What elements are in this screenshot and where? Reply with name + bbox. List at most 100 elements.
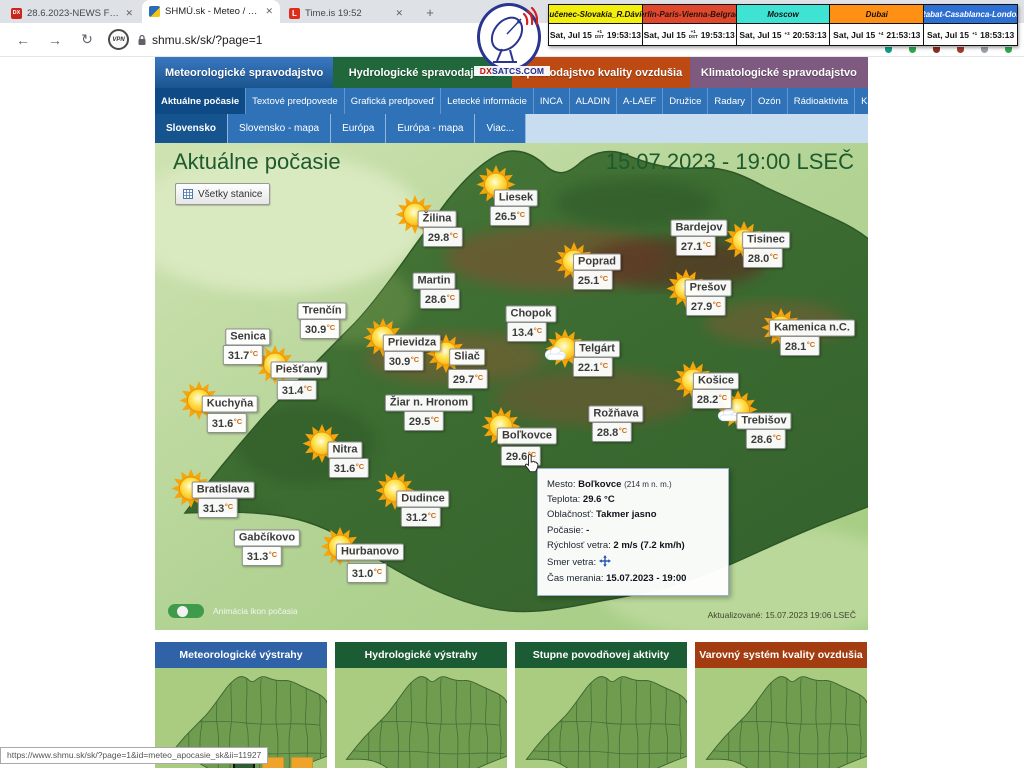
tab-close-icon[interactable]: ✕ (125, 7, 133, 18)
station-temperature[interactable]: 22.1°C (572, 357, 614, 377)
station-name[interactable]: Piešťany (270, 361, 328, 379)
sub-tab-4[interactable]: Letecké informácie (441, 88, 534, 114)
extension-icon[interactable] (933, 47, 940, 53)
extension-icon[interactable] (1005, 47, 1012, 53)
station-name[interactable]: Chopok (505, 305, 557, 323)
station-temperature[interactable]: 28.6°C (419, 289, 461, 309)
station-temperature[interactable]: 31.4°C (276, 380, 318, 400)
reload-icon[interactable]: ↻ (81, 31, 93, 47)
station-temperature[interactable]: 28.8°C (591, 422, 633, 442)
panel-map-preview[interactable] (515, 668, 687, 768)
station-temperature[interactable]: 13.4°C (506, 322, 548, 342)
station-temperature[interactable]: 28.6°C (745, 429, 787, 449)
sub-tab-7[interactable]: A-LAEF (617, 88, 664, 114)
station-temperature[interactable]: 31.3°C (241, 546, 283, 566)
sub-tab-11[interactable]: Rádioaktivita (788, 88, 856, 114)
main-tab-2[interactable]: Hydrologické spravodajstvo (333, 57, 512, 88)
station-name[interactable]: Bardejov (670, 219, 728, 237)
main-tab-4[interactable]: Klimatologické spravodajstvo (689, 57, 868, 88)
station-name[interactable]: Žilina (417, 210, 457, 228)
warning-panel-2[interactable]: Hydrologické výstrahy (335, 642, 507, 768)
sub-tab-8[interactable]: Družice (663, 88, 709, 114)
station-temperature[interactable]: 26.5°C (489, 206, 531, 226)
station-name[interactable]: Liesek (493, 189, 539, 207)
weather-map[interactable]: Aktuálne počasie 15.07.2023 - 19:00 LSEČ… (155, 143, 868, 630)
station-name[interactable]: Kuchyňa (201, 395, 259, 413)
sub-tab-6[interactable]: ALADIN (570, 88, 617, 114)
station-temperature[interactable]: 31.2°C (400, 507, 442, 527)
station-name[interactable]: Košice (692, 372, 740, 390)
warning-panel-4[interactable]: Varovný systém kvality ovzdušia (695, 642, 867, 768)
station-temperature[interactable]: 27.9°C (685, 296, 727, 316)
station-temperature[interactable]: 31.6°C (206, 413, 248, 433)
station-temperature[interactable]: 29.7°C (447, 369, 489, 389)
station-name[interactable]: Martin (412, 272, 456, 290)
panel-map-preview[interactable] (335, 668, 507, 768)
station-name[interactable]: Sliač (449, 348, 485, 366)
station-temperature[interactable]: 28.1°C (779, 336, 821, 356)
station-temperature[interactable]: 27.1°C (675, 236, 717, 256)
all-stations-button[interactable]: Všetky stanice (175, 183, 271, 205)
panel-header[interactable]: Stupne povodňovej aktivity (515, 642, 687, 668)
browser-tab[interactable]: SHMÚ.sk - Meteo / Počasie / Hydrol ✕ (142, 0, 280, 23)
station-name[interactable]: Trenčín (297, 302, 347, 320)
panel-header[interactable]: Hydrologické výstrahy (335, 642, 507, 668)
station-name[interactable]: Senica (225, 328, 271, 346)
sub-tab-3[interactable]: Grafická predpoveď (345, 88, 442, 114)
station-temperature[interactable]: 28.2°C (691, 389, 733, 409)
station-name[interactable]: Rožňava (588, 405, 644, 423)
station-temperature[interactable]: 30.9°C (383, 351, 425, 371)
warning-panel-3[interactable]: Stupne povodňovej aktivity (515, 642, 687, 768)
region-tab-1[interactable]: Slovensko (155, 114, 229, 143)
sub-tab-2[interactable]: Textové predpovede (246, 88, 345, 114)
browser-tab[interactable]: L Time.is 19:52 ✕ (282, 3, 410, 23)
sub-tab-12[interactable]: Kamery (855, 88, 868, 114)
main-tab-1[interactable]: Meteorologické spravodajstvo (155, 57, 334, 88)
extension-icon[interactable] (885, 47, 892, 53)
region-tab-4[interactable]: Európa - mapa (386, 114, 476, 143)
station-temperature[interactable]: 30.9°C (299, 319, 341, 339)
station-name[interactable]: Dudince (396, 490, 450, 508)
station-temperature[interactable]: 31.0°C (346, 563, 388, 583)
station-temperature[interactable]: 31.7°C (222, 345, 264, 365)
station-temperature[interactable]: 25.1°C (572, 270, 614, 290)
region-tab-5[interactable]: Viac... (475, 114, 527, 143)
station-name[interactable]: Kamenica n.C. (769, 319, 855, 337)
station-temperature[interactable]: 31.6°C (328, 458, 370, 478)
animation-toggle[interactable] (168, 604, 204, 618)
station-temperature[interactable]: 29.5°C (403, 411, 445, 431)
station-name[interactable]: Prievidza (382, 334, 442, 352)
station-temperature[interactable]: 31.3°C (197, 498, 239, 518)
sub-tab-5[interactable]: INCA (534, 88, 570, 114)
sub-tab-9[interactable]: Radary (708, 88, 753, 114)
station-name[interactable]: Prešov (684, 279, 732, 297)
panel-map-preview[interactable] (695, 668, 867, 768)
station-name[interactable]: Telgárt (574, 340, 620, 358)
panel-header[interactable]: Varovný systém kvality ovzdušia (695, 642, 867, 668)
extension-icon[interactable] (957, 47, 964, 53)
new-tab-button[interactable]: + (426, 4, 434, 20)
forward-icon[interactable]: → (48, 31, 62, 48)
station-name[interactable]: Hurbanovo (335, 543, 405, 561)
profile-icon[interactable] (981, 47, 988, 53)
station-name[interactable]: Nitra (327, 441, 363, 459)
station-name[interactable]: Gabčíkovo (233, 529, 301, 547)
address-bar[interactable]: shmu.sk/sk/?page=1 (137, 33, 262, 47)
station-temperature[interactable]: 29.8°C (422, 227, 464, 247)
region-tab-3[interactable]: Európa (331, 114, 387, 143)
station-name[interactable]: Trebišov (736, 412, 792, 430)
station-temperature[interactable]: 28.0°C (742, 248, 784, 268)
back-icon[interactable]: ← (16, 31, 30, 48)
station-name[interactable]: Boľkovce (496, 427, 558, 445)
browser-tab[interactable]: DX 28.6.2023-NEWS FLASH/16APSK M... ✕ (4, 3, 140, 23)
station-name[interactable]: Tisinec (742, 231, 790, 249)
url-text[interactable]: shmu.sk/sk/?page=1 (152, 32, 263, 47)
sub-tab-1[interactable]: Aktuálne počasie (155, 88, 247, 114)
sub-tab-10[interactable]: Ozón (752, 88, 788, 114)
station-name[interactable]: Poprad (573, 253, 621, 271)
tab-close-icon[interactable]: ✕ (265, 6, 273, 16)
vpn-extension-icon[interactable]: VPN (108, 29, 129, 50)
station-name[interactable]: Žiar n. Hronom (384, 394, 474, 412)
extension-icon[interactable] (909, 47, 916, 53)
tab-close-icon[interactable]: ✕ (395, 7, 403, 18)
